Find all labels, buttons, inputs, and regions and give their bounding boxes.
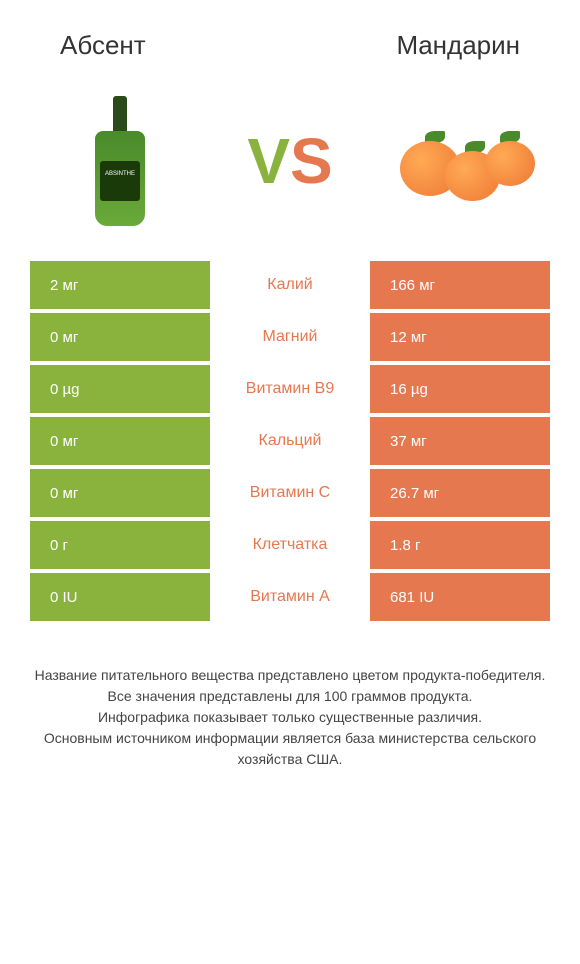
left-title: Абсент	[60, 30, 146, 61]
table-row: 0 г Клетчатка 1.8 г	[30, 521, 550, 569]
footer-line: Основным источником информации является …	[30, 728, 550, 770]
table-row: 0 мг Кальций 37 мг	[30, 417, 550, 465]
footer-line: Название питательного вещества представл…	[30, 665, 550, 686]
header: Абсент Mандарин	[0, 0, 580, 81]
nutrition-table: 2 мг Калий 166 мг 0 мг Магний 12 мг 0 µg…	[0, 261, 580, 625]
footer-line: Инфографика показывает только существенн…	[30, 707, 550, 728]
left-value: 0 мг	[30, 313, 210, 361]
table-row: 0 IU Витамин A 681 IU	[30, 573, 550, 621]
right-title: Mандарин	[397, 30, 520, 61]
right-value: 12 мг	[370, 313, 550, 361]
left-value: 2 мг	[30, 261, 210, 309]
table-row: 2 мг Калий 166 мг	[30, 261, 550, 309]
right-value: 681 IU	[370, 573, 550, 621]
nutrient-label: Калий	[210, 261, 370, 309]
left-value: 0 IU	[30, 573, 210, 621]
footer-text: Название питательного вещества представл…	[0, 625, 580, 790]
left-value: 0 г	[30, 521, 210, 569]
nutrient-label: Витамин A	[210, 573, 370, 621]
left-value: 0 µg	[30, 365, 210, 413]
right-value: 166 мг	[370, 261, 550, 309]
table-row: 0 µg Витамин B9 16 µg	[30, 365, 550, 413]
nutrient-label: Клетчатка	[210, 521, 370, 569]
nutrient-label: Магний	[210, 313, 370, 361]
absinthe-image: ABSINTHE	[60, 91, 180, 231]
nutrient-label: Витамин C	[210, 469, 370, 517]
right-value: 16 µg	[370, 365, 550, 413]
right-value: 26.7 мг	[370, 469, 550, 517]
mandarin-image	[400, 91, 520, 231]
left-value: 0 мг	[30, 469, 210, 517]
footer-line: Все значения представлены для 100 граммо…	[30, 686, 550, 707]
table-row: 0 мг Магний 12 мг	[30, 313, 550, 361]
nutrient-label: Кальций	[210, 417, 370, 465]
table-row: 0 мг Витамин C 26.7 мг	[30, 469, 550, 517]
left-value: 0 мг	[30, 417, 210, 465]
right-value: 37 мг	[370, 417, 550, 465]
nutrient-label: Витамин B9	[210, 365, 370, 413]
images-row: ABSINTHE VS	[0, 81, 580, 261]
right-value: 1.8 г	[370, 521, 550, 569]
vs-label: VS	[247, 124, 332, 198]
